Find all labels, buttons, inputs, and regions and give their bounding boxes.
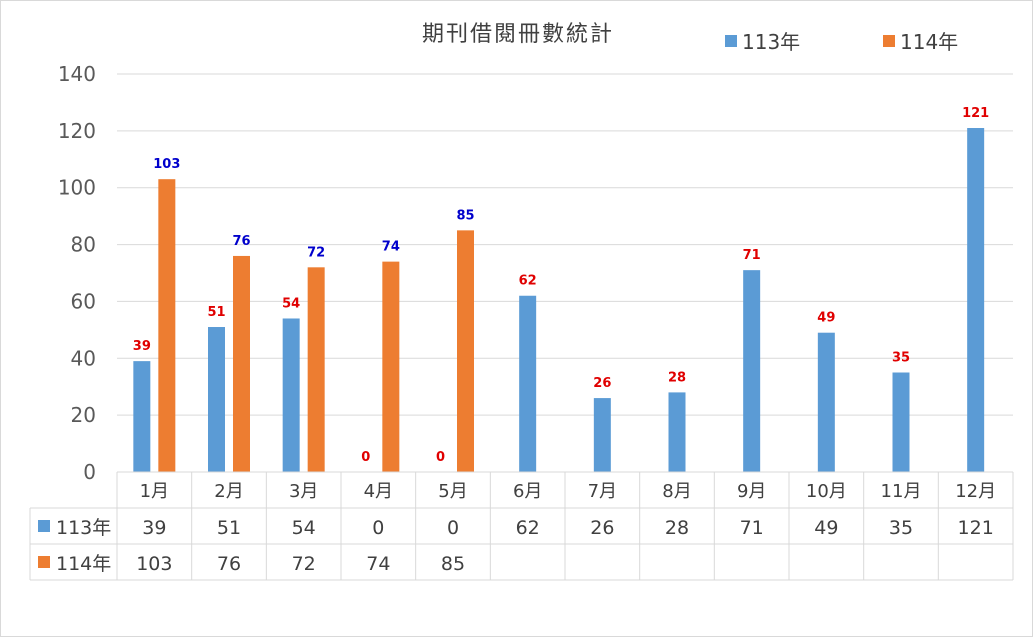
category-label: 9月 <box>737 481 766 502</box>
bar-114-5 <box>457 230 474 472</box>
y-tick-label: 20 <box>71 403 96 427</box>
y-tick-label: 60 <box>71 289 96 313</box>
bar-113-9 <box>743 270 761 472</box>
data-label: 35 <box>892 351 910 366</box>
table-cell: 71 <box>740 517 764 539</box>
y-tick-label: 40 <box>71 346 96 370</box>
bar-114-2 <box>233 255 250 472</box>
bar-113-8 <box>668 392 686 472</box>
category-label: 6月 <box>513 481 542 502</box>
table-cell: 49 <box>814 517 838 539</box>
bar-113-3 <box>282 318 300 472</box>
bar-113-6 <box>519 295 537 472</box>
data-label: 85 <box>456 208 474 223</box>
chart-title: 期刊借閱冊數統計 <box>422 22 614 47</box>
data-label: 72 <box>307 245 325 260</box>
bar-113-10 <box>817 332 835 472</box>
bar-113-12 <box>967 128 985 472</box>
gridlines <box>117 73 1013 416</box>
table-cell: 54 <box>292 517 316 539</box>
table-cell: 74 <box>366 553 390 575</box>
y-tick-label: 140 <box>58 62 96 86</box>
y-axis-ticks: 0 20 40 60 80 100 120 140 <box>58 62 96 484</box>
legend-swatch-113 <box>725 35 737 47</box>
data-labels: 39 103 51 76 54 72 0 74 0 85 62 26 28 71 49 35 121 <box>133 106 989 465</box>
table-series-label: 113年 <box>56 517 111 539</box>
table-cell: 103 <box>136 553 172 575</box>
category-label: 11月 <box>881 481 922 502</box>
bar-113-2 <box>208 327 225 472</box>
data-label: 39 <box>133 339 151 354</box>
category-label: 8月 <box>662 481 691 502</box>
table-cell: 76 <box>217 553 241 575</box>
category-label: 7月 <box>588 481 617 502</box>
data-label: 0 <box>436 450 445 465</box>
bar-114-1 <box>158 179 176 472</box>
data-label: 62 <box>519 274 537 289</box>
table-cell: 121 <box>958 517 994 539</box>
table-cell: 62 <box>516 517 540 539</box>
table-cell: 26 <box>590 517 614 539</box>
data-label: 49 <box>817 311 835 326</box>
category-label: 5月 <box>438 481 467 502</box>
bar-113-7 <box>593 398 611 472</box>
table-cell: 51 <box>217 517 241 539</box>
category-label: 12月 <box>955 481 996 502</box>
legend-label-113: 113年 <box>742 30 800 54</box>
table-legend-swatch <box>38 556 50 568</box>
bar-114-3 <box>307 267 325 472</box>
table-cell: 85 <box>441 553 465 575</box>
data-label: 121 <box>962 106 989 121</box>
table-cell: 72 <box>292 553 316 575</box>
y-tick-label: 120 <box>58 119 96 143</box>
y-tick-label: 80 <box>71 233 96 257</box>
table-cell: 35 <box>889 517 913 539</box>
table-legend-swatch <box>38 520 50 532</box>
y-tick-label: 100 <box>58 176 96 200</box>
bar-113-11 <box>892 372 910 472</box>
data-label: 74 <box>382 240 400 255</box>
data-label: 51 <box>207 305 225 320</box>
category-label: 4月 <box>364 481 393 502</box>
category-label: 3月 <box>289 481 318 502</box>
bar-113-1 <box>133 361 151 472</box>
legend-swatch-114 <box>883 35 895 47</box>
bar-114-4 <box>382 261 400 472</box>
legend: 113年 114年 <box>725 30 958 54</box>
table-cell: 0 <box>372 517 384 539</box>
category-label: 10月 <box>806 481 847 502</box>
data-label: 54 <box>282 296 300 311</box>
data-label: 28 <box>668 370 686 385</box>
data-table: 1月 2月 3月 4月 5月 6月 7月 8月 9月 10月 11月 12月 113年 39 51 54 0 0 6… <box>29 471 1014 581</box>
data-label: 0 <box>361 450 370 465</box>
data-label: 26 <box>593 376 611 391</box>
data-label: 71 <box>743 248 761 263</box>
bars <box>133 128 985 472</box>
table-cell: 28 <box>665 517 689 539</box>
category-label: 1月 <box>140 481 169 502</box>
table-series-label: 114年 <box>56 553 111 575</box>
data-label: 76 <box>232 234 250 249</box>
legend-label-114: 114年 <box>900 30 958 54</box>
category-label: 2月 <box>214 481 243 502</box>
table-cell: 39 <box>142 517 166 539</box>
data-label: 103 <box>153 157 180 172</box>
table-cell: 0 <box>447 517 459 539</box>
y-tick-label: 0 <box>83 460 96 484</box>
